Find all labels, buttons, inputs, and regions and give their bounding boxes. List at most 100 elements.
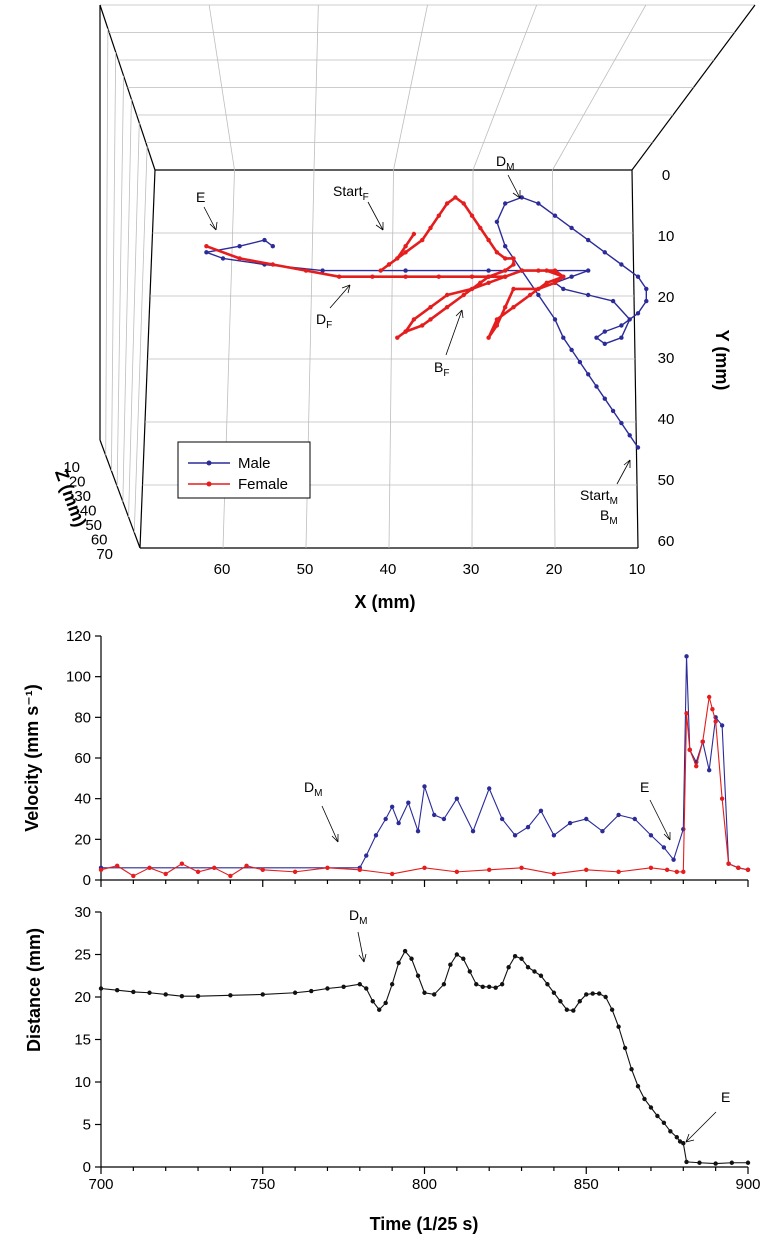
y-tick-label: 60 [74, 750, 91, 767]
z-tick-3d: 30 [74, 488, 91, 505]
trajectory-point [536, 292, 541, 298]
trajectory-point [503, 274, 508, 279]
series-point [163, 992, 168, 997]
series-point [719, 723, 725, 728]
series-point [664, 867, 670, 873]
trajectory-point [602, 341, 607, 346]
trajectory-point [594, 335, 599, 340]
y-tick-label: 5 [83, 1117, 91, 1134]
series-point [512, 833, 518, 838]
series-point [260, 867, 265, 873]
series-point [551, 833, 557, 838]
series-point [454, 952, 460, 957]
series-point [642, 1096, 647, 1102]
series-point [684, 1159, 689, 1165]
series-point [480, 984, 485, 989]
series-point [538, 973, 544, 978]
y-axis-title-3d: Y (mm) [712, 330, 732, 391]
series-point [713, 1161, 718, 1166]
legend: Male Female [177, 441, 311, 499]
trajectory-point [428, 305, 433, 310]
trajectory-point [569, 225, 574, 231]
series-point [98, 986, 104, 991]
series-point [114, 988, 120, 993]
y-tick-labels-3d: 0 10 20 30 40 50 60 [658, 167, 675, 550]
y-tick-label: 0 [83, 1159, 91, 1176]
trajectory-point [503, 268, 508, 273]
y-tick-label: 80 [74, 709, 91, 726]
x-tick-3d: 60 [214, 561, 231, 578]
series-point [415, 829, 421, 834]
trajectory-point [503, 244, 508, 249]
trajectory-point [511, 286, 516, 292]
trajectory-point [204, 244, 209, 249]
series-point [577, 999, 582, 1004]
trajectory-point [444, 292, 450, 298]
trajectory-point [262, 237, 267, 243]
trajectory-point [635, 445, 641, 450]
series-point [674, 869, 680, 875]
y-tick-label: 15 [74, 1032, 91, 1049]
series-point [512, 954, 518, 959]
series-point [422, 990, 427, 995]
velocity-series [98, 654, 751, 879]
series-point [616, 869, 621, 875]
series-point [377, 1007, 382, 1012]
series-point [551, 871, 557, 877]
y-tick-label: 120 [66, 628, 91, 645]
series-point [383, 816, 388, 822]
y-tick-label: 0 [83, 872, 91, 889]
series-point [584, 867, 589, 873]
series-point [681, 1141, 686, 1146]
annotation-d-m-3d: DM [496, 153, 514, 173]
series-point [396, 820, 401, 826]
trajectory-point [486, 237, 491, 243]
series-point [432, 812, 437, 818]
trajectory-point [602, 329, 607, 334]
series-point [292, 869, 298, 875]
trajectory-point [478, 280, 483, 285]
trajectory-point [586, 372, 591, 377]
annotation-d-m-velocity: DM [304, 779, 322, 799]
series-point [357, 982, 362, 987]
legend-box [177, 441, 311, 499]
series-point [432, 992, 437, 997]
series-point [745, 867, 751, 873]
series-point [729, 1160, 735, 1165]
y-tick-label: 20 [74, 831, 91, 848]
trajectory-point [552, 280, 558, 285]
trajectory-point [586, 237, 591, 243]
trajectory-point [511, 262, 516, 267]
series-point [684, 711, 689, 716]
trajectory-point [586, 292, 591, 298]
distance-axes: 0 5 10 15 20 25 30 700 750 800 850 900 [74, 904, 760, 1193]
trajectory-point [478, 225, 483, 231]
series-point [600, 829, 605, 834]
trajectory-point [644, 298, 649, 304]
series-point [370, 999, 375, 1004]
series-point [325, 986, 330, 991]
series-point [668, 1129, 673, 1134]
x-tick-3d: 10 [629, 561, 646, 578]
trajectory-point [519, 268, 524, 273]
series-point [228, 993, 233, 998]
series-point [694, 763, 699, 769]
series-point [655, 1113, 660, 1119]
x-tick-label: 700 [88, 1176, 113, 1193]
series-point [519, 956, 524, 961]
trajectory-point [386, 262, 392, 267]
series-point [706, 694, 712, 700]
series-point [147, 865, 152, 870]
series-point [98, 867, 104, 873]
x-axis-title-3d: X (mm) [354, 592, 415, 612]
trajectory-point [552, 268, 558, 273]
series-point [415, 973, 421, 978]
trajectory-point [494, 317, 500, 322]
series-point [635, 1084, 641, 1089]
trajectory-point [619, 335, 624, 340]
annotation-b-m: BM [600, 507, 618, 527]
trajectory-point [461, 292, 466, 298]
trajectory-point [270, 244, 275, 249]
series-point [506, 965, 511, 970]
trajectory-point [411, 231, 417, 237]
